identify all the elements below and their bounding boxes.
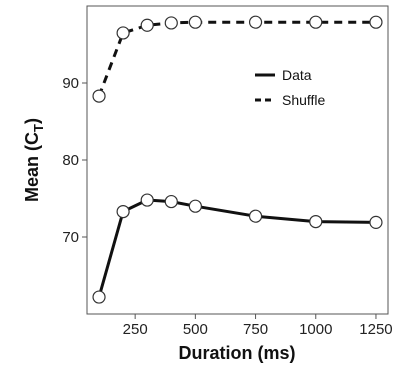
x-tick-label: 500 bbox=[183, 321, 208, 338]
data-point-shuffle bbox=[309, 15, 323, 29]
data-point-data bbox=[248, 209, 263, 223]
data-point-data bbox=[92, 290, 106, 304]
series-line-shuffle bbox=[97, 20, 376, 97]
data-point-shuffle bbox=[188, 15, 202, 29]
legend-label-data: Data bbox=[282, 67, 312, 83]
x-tick-label: 750 bbox=[243, 321, 268, 338]
data-point-shuffle bbox=[92, 89, 106, 103]
y-axis-title-main: Mean (C bbox=[22, 132, 42, 202]
x-tick-label: 1000 bbox=[299, 321, 332, 338]
data-point-shuffle bbox=[248, 15, 263, 29]
data-point-shuffle bbox=[116, 26, 130, 40]
x-tick-label: 250 bbox=[123, 321, 148, 338]
series-layer bbox=[92, 15, 383, 304]
y-axis-title-subscript: T bbox=[31, 124, 46, 132]
data-point-data bbox=[188, 199, 202, 213]
y-axis-title-close: ) bbox=[22, 118, 42, 124]
y-axis: 70 80 90 bbox=[62, 75, 87, 246]
data-point-data bbox=[164, 194, 178, 209]
data-point-data bbox=[309, 215, 323, 229]
data-point-data bbox=[116, 204, 130, 219]
data-point-data bbox=[369, 215, 383, 229]
y-axis-title: Mean (CT) bbox=[22, 118, 46, 202]
data-point-shuffle bbox=[140, 18, 154, 32]
plot-frame bbox=[86, 5, 389, 315]
legend: Data Shuffle bbox=[255, 67, 326, 108]
y-tick-label: 80 bbox=[62, 152, 79, 169]
y-tick-label: 90 bbox=[62, 75, 79, 92]
x-axis: 250 500 750 1000 1250 bbox=[123, 314, 393, 338]
data-point-shuffle bbox=[369, 15, 383, 29]
x-tick-label: 1250 bbox=[359, 321, 392, 338]
data-point-data bbox=[140, 193, 154, 207]
x-axis-title: Duration (ms) bbox=[179, 343, 296, 363]
y-tick-label: 70 bbox=[62, 229, 79, 246]
data-point-shuffle bbox=[164, 16, 178, 30]
series-line-data bbox=[97, 198, 377, 298]
legend-label-shuffle: Shuffle bbox=[282, 92, 326, 108]
